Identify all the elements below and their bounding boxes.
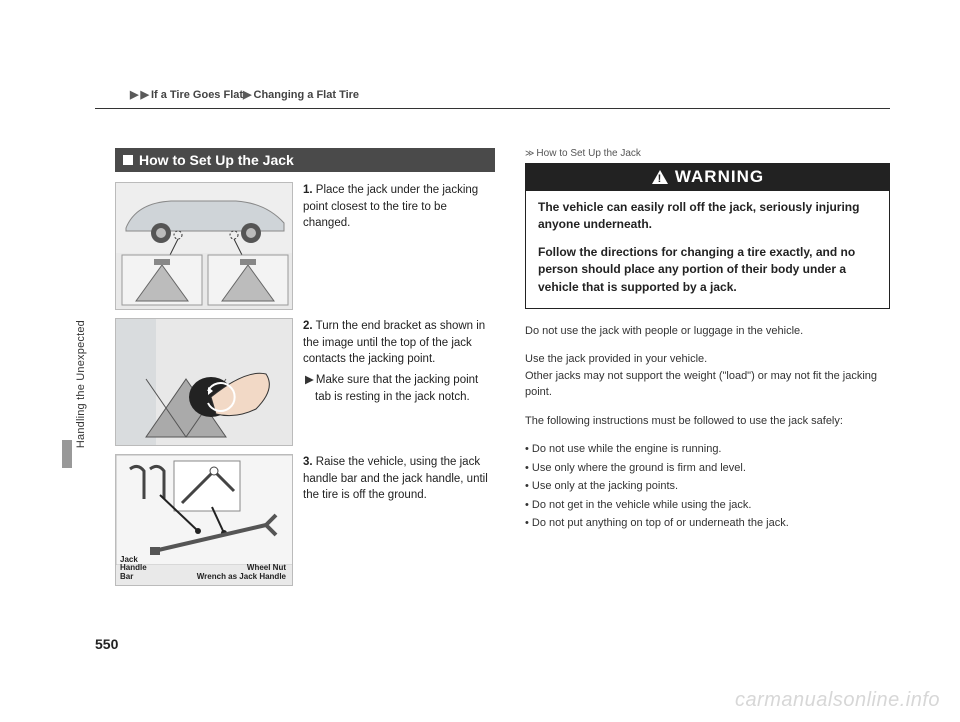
note-text: The following instructions must be follo…: [525, 413, 890, 430]
section-title: How to Set Up the Jack: [139, 152, 294, 168]
warning-p1: The vehicle can easily roll off the jack…: [538, 199, 877, 234]
note-text: Do not use the jack with people or lugga…: [525, 323, 890, 340]
step-number: 3.: [303, 456, 313, 468]
breadcrumb-seg1: If a Tire Goes Flat: [151, 89, 243, 101]
warning-box: ! WARNING The vehicle can easily roll of…: [525, 163, 890, 309]
step-body: Place the jack under the jacking point c…: [303, 184, 478, 229]
step-number: 1.: [303, 184, 313, 196]
figure-turn-bracket: [115, 318, 293, 446]
manual-page: ▶▶If a Tire Goes Flat▶Changing a Flat Ti…: [0, 0, 960, 722]
watermark: carmanualsonline.info: [735, 689, 940, 712]
square-icon: [123, 155, 133, 165]
step-text: 2. Turn the end bracket as shown in the …: [303, 318, 495, 446]
figure-jack-handle: Jack Handle Bar Wheel Nut Wrench as Jack…: [115, 454, 293, 586]
figure-labels: Jack Handle Bar Wheel Nut Wrench as Jack…: [120, 556, 288, 582]
list-item: Do not use while the engine is running.: [525, 441, 890, 458]
page-number: 550: [95, 636, 118, 652]
step-sub-text: Make sure that the jacking point tab is …: [315, 374, 478, 403]
svg-text:!: !: [658, 173, 663, 185]
step-block: 2. Turn the end bracket as shown in the …: [115, 318, 495, 446]
right-column: ≫ How to Set Up the Jack ! WARNING The v…: [525, 148, 890, 682]
warning-title-text: WARNING: [675, 167, 764, 187]
chevron-icon: ▶: [243, 89, 251, 101]
side-notes: Do not use the jack with people or lugga…: [525, 323, 890, 532]
step-sub: ▶Make sure that the jacking point tab is…: [303, 372, 495, 405]
figure-car-jackpoints: [115, 182, 293, 310]
note-header: ≫ How to Set Up the Jack: [525, 148, 890, 159]
step-text: 1. Place the jack under the jacking poin…: [303, 182, 495, 310]
side-thumb-mark: [62, 440, 72, 468]
divider: [95, 108, 890, 109]
warning-title: ! WARNING: [526, 164, 889, 191]
left-column: How to Set Up the Jack: [115, 148, 495, 682]
note-bullets: Do not use while the engine is running. …: [525, 441, 890, 532]
triangle-icon: ▶: [305, 374, 314, 386]
side-tab: Handling the Unexpected: [75, 320, 87, 592]
list-item: Use only at the jacking points.: [525, 478, 890, 495]
arrow-icon: ≫: [525, 148, 532, 159]
label-wrench: Wheel Nut Wrench as Jack Handle: [197, 564, 286, 582]
note-header-text: How to Set Up the Jack: [536, 148, 641, 159]
chevron-icon: ▶: [130, 89, 138, 101]
content: How to Set Up the Jack: [115, 148, 890, 682]
step-body: Turn the end bracket as shown in the ima…: [303, 320, 485, 365]
side-tab-label: Handling the Unexpected: [75, 320, 87, 448]
list-item: Do not put anything on top of or underne…: [525, 515, 890, 532]
step-block: Jack Handle Bar Wheel Nut Wrench as Jack…: [115, 454, 495, 586]
warning-icon: !: [651, 169, 669, 185]
chevron-icon: ▶: [140, 89, 148, 101]
warning-body: The vehicle can easily roll off the jack…: [526, 191, 889, 308]
step-number: 2.: [303, 320, 313, 332]
step-text: 3. Raise the vehicle, using the jack han…: [303, 454, 495, 586]
note-text: Use the jack provided in your vehicle. O…: [525, 351, 890, 401]
step-block: 1. Place the jack under the jacking poin…: [115, 182, 495, 310]
section-header: How to Set Up the Jack: [115, 148, 495, 172]
list-item: Do not get in the vehicle while using th…: [525, 497, 890, 514]
list-item: Use only where the ground is firm and le…: [525, 460, 890, 477]
label-jack-handle-bar: Jack Handle Bar: [120, 555, 147, 582]
breadcrumb-seg2: Changing a Flat Tire: [254, 89, 360, 101]
step-body: Raise the vehicle, using the jack handle…: [303, 456, 488, 501]
warning-p2: Follow the directions for changing a tir…: [538, 244, 877, 296]
breadcrumb: ▶▶If a Tire Goes Flat▶Changing a Flat Ti…: [130, 88, 359, 101]
